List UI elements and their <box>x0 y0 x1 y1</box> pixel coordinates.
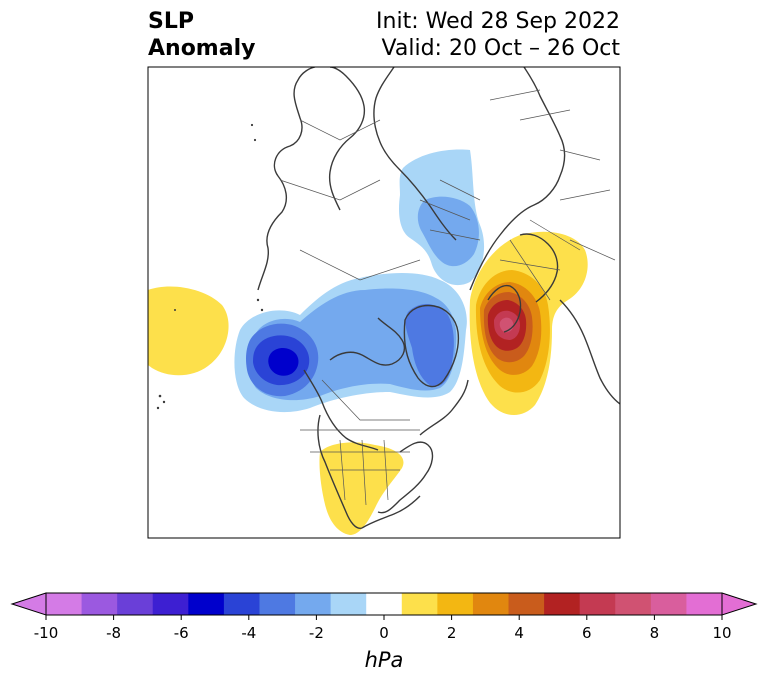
colorbar-swatch <box>437 593 474 615</box>
colorbar-swatch <box>223 593 260 615</box>
colorbar-swatch <box>508 593 545 615</box>
coastlines <box>257 67 620 529</box>
colorbar-tick-label: -10 <box>34 624 59 642</box>
colorbar-swatch <box>544 593 581 615</box>
colorbar-tick-label: 10 <box>712 624 731 642</box>
colorbar-swatch <box>295 593 332 615</box>
colorbar-swatch <box>46 593 83 615</box>
colorbar-blocks <box>10 592 758 616</box>
colorbar-swatch <box>579 593 616 615</box>
colorbar-swatch <box>472 593 510 615</box>
colorbar-tick-label: 0 <box>379 624 389 642</box>
positive-anomaly-europe <box>469 231 588 416</box>
colorbar-swatch <box>650 593 687 615</box>
colorbar-swatch <box>152 593 189 615</box>
init-date: Init: Wed 28 Sep 2022 <box>376 9 620 34</box>
colorbar-unit: hPa <box>365 648 404 672</box>
positive-anomaly-pacific <box>148 286 229 376</box>
colorbar-swatch <box>615 593 652 615</box>
colorbar-swatch <box>686 593 723 615</box>
colorbar-tick-label: 8 <box>650 624 660 642</box>
colorbar-extend-min <box>10 592 47 616</box>
colorbar-ticks: -10 -8 -6 -4 -2 0 2 4 6 8 10 <box>34 615 732 642</box>
date-block: Init: Wed 28 Sep 2022 Valid: 20 Oct – 26… <box>376 8 620 62</box>
colorbar-swatch <box>117 593 154 615</box>
colorbar-swatch <box>366 593 403 615</box>
positive-anomaly-us <box>319 442 404 535</box>
valid-range: Valid: 20 Oct – 26 Oct <box>381 36 620 61</box>
colorbar-swatch <box>81 593 118 615</box>
colorbar-tick-label: 6 <box>582 624 592 642</box>
negative-anomaly-arctic <box>234 273 467 413</box>
colorbar-tick-label: -2 <box>309 624 324 642</box>
political-boundaries <box>279 89 616 506</box>
chart-title: SLP Anomaly <box>148 8 255 62</box>
map-frame <box>147 66 621 539</box>
colorbar-swatch <box>188 593 225 615</box>
colorbar-swatch <box>401 593 438 615</box>
colorbar-tick-label: 4 <box>514 624 524 642</box>
colorbar-swatch <box>259 593 296 615</box>
title-line-2: Anomaly <box>148 36 256 61</box>
colorbar-tick-label: -4 <box>241 624 256 642</box>
colorbar-extend-max <box>721 592 758 616</box>
colorbar-swatch <box>330 593 367 615</box>
islands <box>156 123 264 410</box>
colorbar-tick-label: 2 <box>447 624 457 642</box>
colorbar-tick-label: -6 <box>174 624 189 642</box>
colorbar-tick-label: -8 <box>106 624 121 642</box>
title-line-1: SLP <box>148 9 194 34</box>
